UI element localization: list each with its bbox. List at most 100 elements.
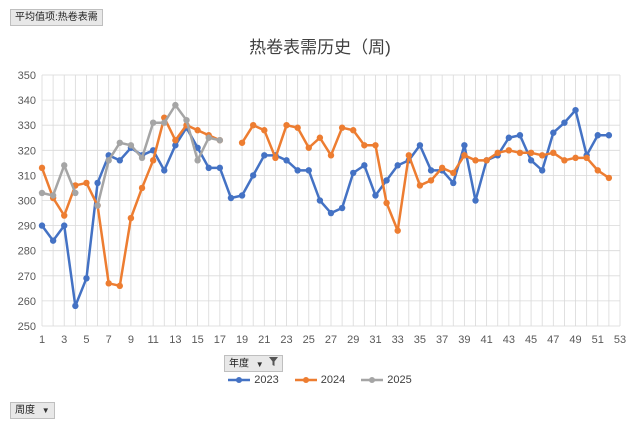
chart-title: 热卷表需历史（周) (249, 38, 391, 57)
data-point-2023 (72, 302, 79, 310)
data-point-2023 (38, 222, 46, 229)
data-point-2023 (83, 275, 90, 282)
y-tick-label: 340 (18, 95, 36, 107)
data-point-2024 (261, 127, 268, 134)
x-tick-label: 49 (569, 334, 581, 346)
data-point-2024 (316, 134, 324, 141)
data-point-2023 (194, 144, 201, 151)
data-point-2023 (427, 167, 435, 174)
data-point-2023 (361, 162, 368, 169)
week-field-button[interactable]: 周度 ▼ (10, 402, 55, 419)
data-point-2024 (238, 139, 246, 146)
data-point-2024 (405, 152, 413, 159)
data-point-2023 (416, 142, 424, 149)
data-point-2024 (527, 149, 535, 157)
data-point-2024 (538, 152, 546, 159)
data-point-2024 (450, 169, 457, 177)
x-tick-label: 39 (458, 334, 470, 346)
data-point-2023 (238, 192, 246, 199)
value-field-label: 平均值项:热卷表需 (15, 12, 98, 23)
legend-swatch-2023 (228, 377, 251, 383)
y-tick-label: 330 (18, 120, 36, 132)
data-point-2023 (49, 237, 57, 244)
data-point-2025 (149, 119, 157, 126)
data-point-2023 (294, 167, 301, 174)
x-tick-label: 27 (325, 334, 337, 346)
series-line-2025 (96, 103, 221, 206)
data-point-2025 (138, 154, 146, 162)
x-tick-label: 11 (147, 334, 158, 346)
x-tick-label: 1 (39, 334, 45, 346)
legend-label: 2023 (254, 374, 279, 386)
x-tick-label: 53 (614, 334, 626, 346)
data-point-2025 (94, 202, 101, 209)
data-point-2023 (216, 164, 224, 172)
data-point-2023 (372, 192, 379, 199)
legend-swatch-2024 (294, 377, 317, 383)
y-tick-label: 310 (18, 170, 36, 182)
data-point-2023 (394, 162, 401, 169)
series-line-2023 (40, 108, 609, 308)
x-tick-label: 9 (128, 334, 134, 346)
data-point-2024 (505, 147, 513, 154)
legend-item-2024: 2024 (294, 374, 345, 386)
data-point-2024 (283, 122, 290, 129)
data-point-2023 (383, 177, 390, 184)
y-tick-label: 260 (18, 296, 36, 308)
y-tick-label: 300 (18, 196, 36, 208)
x-tick-label: 3 (61, 334, 67, 346)
data-point-2024 (550, 149, 557, 157)
data-point-2024 (83, 179, 90, 187)
legend-item-2023: 2023 (228, 374, 279, 386)
data-point-2024 (138, 184, 146, 192)
data-point-2023 (205, 164, 212, 172)
data-point-2024 (494, 149, 501, 157)
data-point-2023 (538, 167, 546, 174)
data-point-2024 (116, 282, 124, 290)
data-point-2025 (49, 192, 57, 199)
data-point-2024 (172, 137, 179, 144)
data-point-2024 (427, 177, 435, 184)
y-tick-label: 250 (18, 321, 36, 333)
x-tick-label: 33 (392, 334, 404, 346)
dropdown-arrow-icon: ▼ (41, 406, 50, 415)
data-point-2025 (194, 157, 201, 164)
data-point-2024 (383, 199, 390, 207)
filter-icon (269, 357, 279, 371)
data-point-2025 (161, 119, 168, 126)
x-tick-label: 29 (347, 334, 359, 346)
data-point-2025 (38, 189, 46, 197)
year-field-button[interactable]: 年度 ▼ (224, 355, 284, 372)
x-tick-label: 25 (303, 334, 315, 346)
data-point-2023 (527, 157, 535, 164)
data-point-2024 (127, 214, 135, 222)
data-point-2024 (594, 167, 601, 174)
data-point-2024 (294, 124, 301, 131)
week-field-label: 周度 (15, 405, 35, 416)
dropdown-arrow-icon: ▼ (255, 359, 264, 369)
data-point-2025 (205, 134, 212, 141)
data-point-2023 (605, 132, 613, 139)
x-tick-label: 35 (414, 334, 426, 346)
y-tick-label: 270 (18, 271, 36, 283)
y-tick-label: 290 (18, 221, 36, 233)
x-tick-label: 13 (169, 334, 181, 346)
data-point-2024 (372, 142, 379, 149)
data-point-2024 (483, 157, 490, 164)
data-point-2024 (305, 144, 312, 151)
data-point-2023 (450, 179, 457, 187)
data-point-2023 (172, 142, 179, 149)
data-point-2023 (161, 167, 168, 174)
data-point-2023 (550, 129, 557, 136)
data-point-2025 (116, 139, 124, 146)
data-point-2024 (394, 227, 401, 234)
data-point-2023 (283, 157, 290, 164)
data-point-2025 (183, 116, 190, 124)
value-field-button[interactable]: 平均值项:热卷表需 (10, 9, 103, 26)
data-point-2024 (327, 152, 335, 159)
data-point-2024 (572, 154, 579, 162)
data-point-2023 (561, 119, 568, 126)
y-tick-label: 320 (18, 145, 36, 157)
data-point-2024 (361, 142, 368, 149)
